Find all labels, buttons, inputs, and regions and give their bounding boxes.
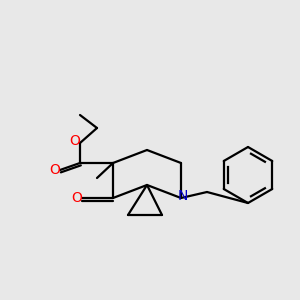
Text: O: O [50, 163, 60, 177]
Text: O: O [72, 191, 83, 205]
Text: O: O [70, 134, 80, 148]
Text: N: N [178, 189, 188, 203]
